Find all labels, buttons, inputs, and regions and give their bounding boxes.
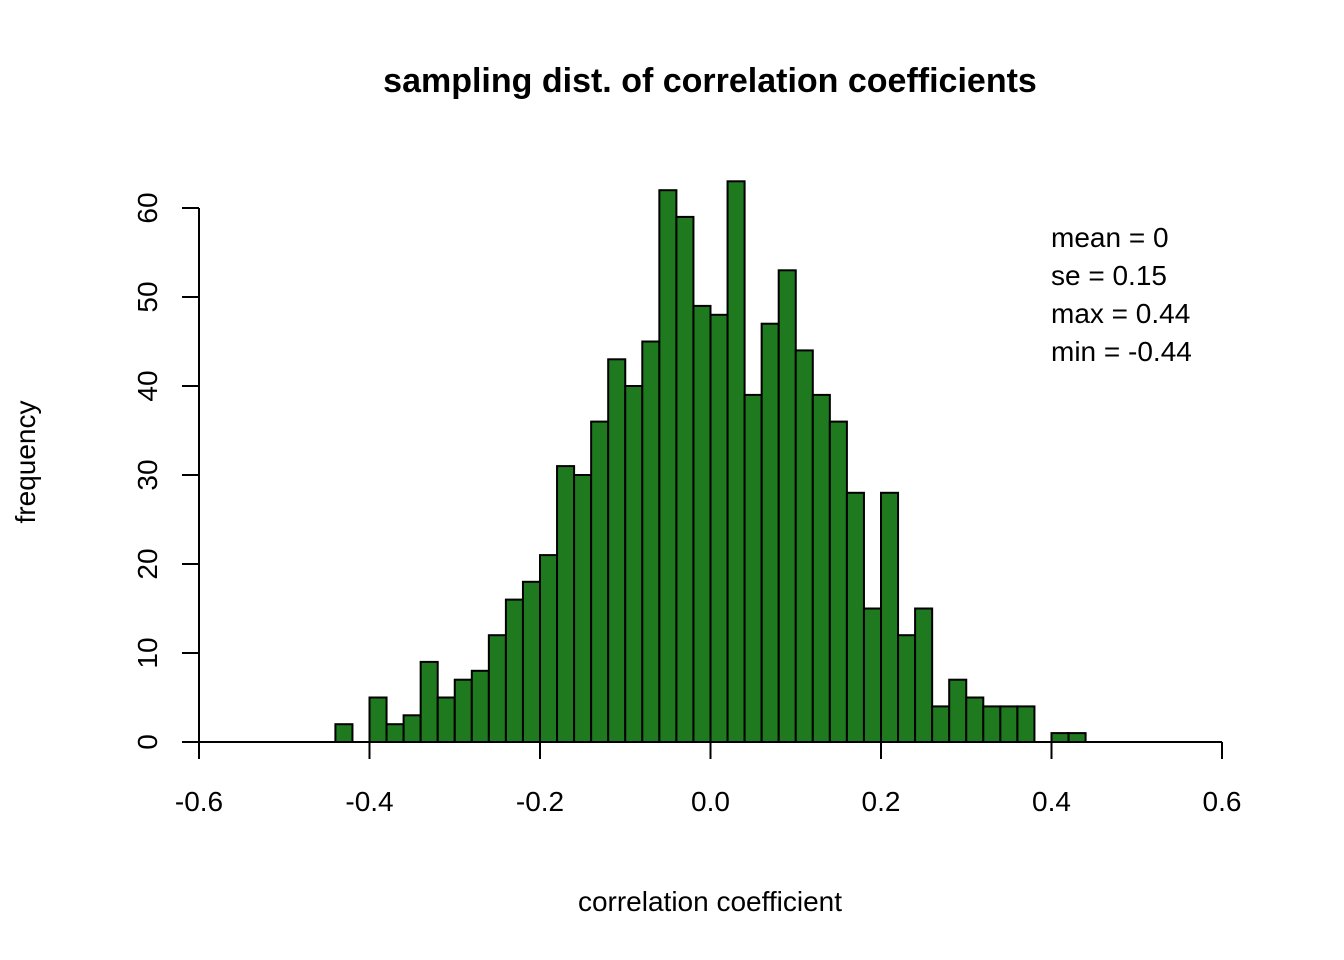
histogram-bar: [743, 393, 763, 743]
histogram-bar: [607, 358, 627, 743]
y-tick-label: 10: [132, 637, 163, 668]
histogram-bar: [709, 313, 729, 743]
stats-annotations: mean = 0 se = 0.15 max = 0.44 min = -0.44: [1051, 222, 1192, 367]
x-axis: -0.6 -0.4 -0.2 0.0 0.2 0.4 0.6: [175, 741, 1242, 817]
histogram-bar: [658, 189, 678, 743]
histogram-bar: [948, 678, 968, 744]
histogram-bar: [675, 215, 695, 743]
histogram-bar: [692, 304, 712, 743]
stat-annotation: min = -0.44: [1051, 336, 1192, 367]
y-axis-label: frequency: [10, 401, 41, 524]
histogram-bar: [556, 465, 576, 743]
histogram-bar: [1067, 732, 1087, 743]
histogram-bar: [590, 420, 610, 743]
histogram-bar: [504, 598, 524, 743]
histogram-bar: [402, 714, 422, 743]
histogram-bars: [334, 180, 1087, 744]
histogram-bar: [453, 678, 473, 744]
histogram-bar: [845, 491, 865, 743]
histogram-bar: [999, 705, 1019, 744]
histogram-bar: [470, 669, 490, 743]
x-tick-label: 0.6: [1203, 786, 1242, 817]
histogram-bar: [1016, 705, 1036, 744]
histogram-bar: [419, 660, 439, 744]
histogram-bar: [334, 723, 354, 744]
histogram-bar: [982, 705, 1002, 744]
histogram-bar: [880, 491, 900, 743]
x-tick-label: -0.4: [345, 786, 393, 817]
y-tick-label: 40: [132, 370, 163, 401]
histogram-bar: [641, 340, 661, 743]
x-tick-label: 0.0: [691, 786, 730, 817]
histogram-bar: [897, 634, 917, 744]
histogram-bar: [828, 420, 848, 743]
histogram-bar: [811, 393, 831, 743]
y-tick-label: 50: [132, 281, 163, 312]
x-tick-label: 0.4: [1032, 786, 1071, 817]
x-axis-label: correlation coefficient: [578, 886, 842, 917]
histogram-bar: [914, 607, 934, 743]
histogram-bar: [487, 634, 507, 744]
histogram-bar: [624, 385, 644, 743]
histogram-bar: [539, 554, 559, 743]
histogram-bar: [1050, 732, 1070, 743]
x-tick-label: -0.2: [516, 786, 564, 817]
histogram-bar: [521, 580, 542, 743]
x-tick-label: -0.6: [175, 786, 223, 817]
histogram-bar: [777, 269, 797, 743]
histogram-bar: [436, 696, 456, 743]
histogram-bar: [573, 474, 593, 743]
histogram-bar: [794, 349, 814, 743]
histogram-bar: [965, 696, 985, 743]
chart-title: sampling dist. of correlation coefficien…: [383, 62, 1037, 100]
histogram-bar: [368, 696, 388, 743]
stat-annotation: se = 0.15: [1051, 260, 1167, 291]
y-tick-label: 20: [132, 548, 163, 579]
stat-annotation: mean = 0: [1051, 222, 1169, 253]
histogram-bar: [726, 180, 746, 744]
histogram-bar: [760, 322, 780, 743]
x-tick-label: 0.2: [862, 786, 901, 817]
histogram-bar: [385, 723, 405, 744]
y-tick-label: 0: [132, 734, 163, 750]
histogram-bar: [862, 607, 883, 743]
y-axis: 0 10 20 30 40 50 60: [132, 192, 200, 750]
y-tick-label: 30: [132, 459, 163, 490]
y-tick-label: 60: [132, 192, 163, 223]
histogram-bar: [931, 705, 951, 744]
stat-annotation: max = 0.44: [1051, 298, 1190, 329]
